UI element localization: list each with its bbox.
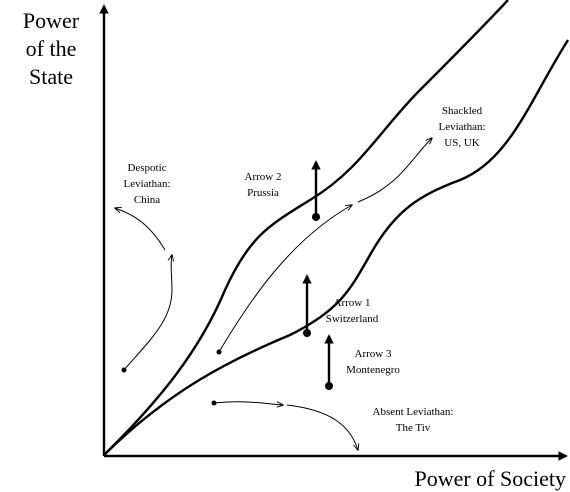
upper-curve bbox=[103, 0, 509, 456]
label: Leviathan: bbox=[123, 178, 170, 190]
label: Arrow 3 bbox=[355, 348, 392, 360]
label: The Tiv bbox=[396, 422, 431, 434]
trajectory bbox=[123, 255, 172, 371]
label: Switzerland bbox=[326, 313, 379, 325]
label: Despotic bbox=[127, 162, 166, 174]
y-label: Power bbox=[23, 8, 80, 33]
label: Leviathan: bbox=[438, 121, 485, 133]
trajectory bbox=[218, 205, 352, 353]
label: Arrow 1 bbox=[334, 297, 371, 309]
trajectory bbox=[286, 404, 358, 450]
label: Arrow 2 bbox=[245, 171, 282, 183]
x-label: Power of Society bbox=[414, 466, 566, 491]
label: China bbox=[134, 194, 160, 206]
lower-curve bbox=[103, 39, 570, 456]
trajectory bbox=[115, 208, 166, 251]
trajectory bbox=[357, 138, 432, 203]
y-label: of the bbox=[26, 36, 77, 61]
label: Absent Leviathan: bbox=[373, 406, 454, 418]
label: US, UK bbox=[444, 137, 480, 149]
label: Montenegro bbox=[346, 364, 400, 376]
label: Prussia bbox=[247, 187, 279, 199]
trajectory bbox=[213, 401, 283, 405]
y-label: State bbox=[29, 64, 73, 89]
label: Shackled bbox=[442, 105, 483, 117]
